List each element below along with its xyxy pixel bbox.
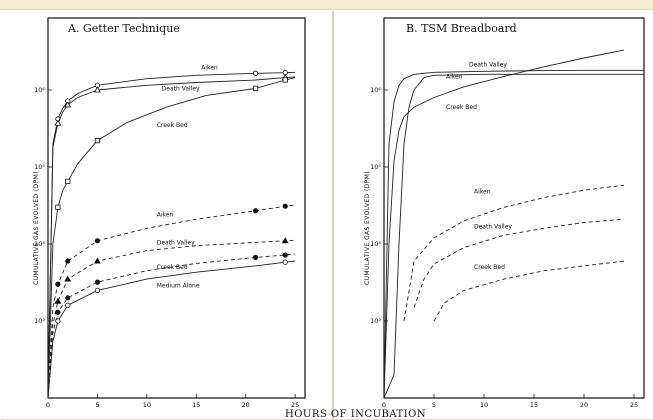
- series-line-3: [403, 184, 625, 322]
- series-label: Death Valley: [157, 239, 195, 246]
- x-tick-label: 10: [480, 401, 488, 409]
- series-label: Creek Bed: [446, 104, 477, 111]
- x-tick-label: 15: [192, 401, 200, 409]
- y-tick-label: 10⁴: [34, 240, 45, 248]
- panel-getter-technique: A. Getter Technique CUMULATIVE GAS EVOLVE…: [0, 10, 332, 419]
- data-point: [55, 309, 61, 315]
- y-tick-label: 10⁵: [370, 163, 381, 171]
- series-label: Aiken: [474, 189, 491, 196]
- data-point: [282, 77, 288, 83]
- data-point: [64, 101, 72, 108]
- data-point: [94, 138, 101, 144]
- series-label: Aiken: [157, 212, 174, 219]
- chart-title: A. Getter Technique: [67, 22, 180, 35]
- x-tick-label: 0: [382, 401, 386, 409]
- y-axis-label: CUMULATIVE GAS EVOLVED (DPM): [33, 171, 40, 285]
- data-point: [94, 279, 101, 285]
- series-label: Creek Bed: [157, 122, 188, 129]
- plot-frame: [383, 17, 645, 399]
- chart-getter-technique: A. Getter Technique CUMULATIVE GAS EVOLVE…: [33, 17, 306, 409]
- x-tick-label: 5: [95, 401, 99, 409]
- series-label: Medium Alone: [157, 282, 200, 289]
- y-tick-label: 10⁶: [370, 86, 381, 94]
- series-line-1: [383, 73, 644, 399]
- data-point: [94, 238, 101, 244]
- series-label: Death Valley: [469, 61, 507, 68]
- x-tick-label: 25: [630, 401, 638, 409]
- x-axis-label: HOURS OF INCUBATION: [285, 409, 427, 420]
- y-axis-label: CUMULATIVE GAS EVOLVED (DPM): [364, 171, 371, 285]
- y-tick-label: 10⁵: [34, 163, 45, 171]
- x-tick-label: 10: [143, 401, 151, 409]
- data-point: [252, 70, 259, 76]
- data-point: [282, 252, 288, 258]
- data-point: [282, 259, 288, 265]
- series-label: Creek Bed: [157, 264, 188, 271]
- series-line-6: [47, 260, 296, 399]
- chart-tsm-breadboard: B. TSM Breadboard CUMULATIVE GAS EVOLVED …: [364, 17, 645, 409]
- y-tick-label: 10³: [34, 317, 45, 325]
- plot-frame: [47, 17, 306, 399]
- data-point: [252, 254, 259, 260]
- data-point: [282, 203, 288, 209]
- series-line-0: [383, 69, 644, 399]
- series-line-1: [47, 76, 296, 399]
- x-tick-label: 25: [291, 401, 299, 409]
- x-tick-label: 20: [242, 401, 250, 409]
- chart-title: B. TSM Breadboard: [406, 22, 517, 35]
- x-tick-label: 20: [580, 401, 588, 409]
- data-point: [65, 178, 71, 185]
- data-point: [55, 281, 61, 287]
- series-label: Aiken: [201, 65, 218, 72]
- series-label: Death Valley: [474, 223, 512, 230]
- data-point: [65, 295, 71, 301]
- y-tick-label: 10⁴: [370, 240, 381, 248]
- data-point: [55, 318, 61, 324]
- data-point: [252, 85, 259, 91]
- series-line-2: [383, 49, 625, 399]
- series-line-3: [47, 204, 296, 399]
- data-point: [252, 208, 259, 214]
- panel-tsm-breadboard: B. TSM Breadboard CUMULATIVE GAS EVOLVED …: [334, 10, 653, 419]
- x-tick-label: 5: [432, 401, 436, 409]
- series-label: Creek Bed: [474, 264, 505, 271]
- data-point: [64, 275, 72, 282]
- series-line-5: [47, 253, 296, 399]
- series-label: Aiken: [446, 73, 463, 80]
- series-line-5: [433, 260, 625, 322]
- data-point: [94, 287, 101, 293]
- x-tick-label: 0: [46, 401, 50, 409]
- data-point: [281, 237, 289, 244]
- data-point: [65, 258, 71, 264]
- y-tick-label: 10⁶: [34, 86, 45, 94]
- y-tick-label: 10³: [370, 317, 381, 325]
- data-point: [93, 86, 101, 93]
- series-line-4: [413, 218, 625, 308]
- x-tick-label: 15: [530, 401, 538, 409]
- data-point: [54, 119, 62, 126]
- data-point: [54, 297, 62, 304]
- data-point: [65, 302, 71, 308]
- data-point: [93, 257, 101, 264]
- data-point: [55, 204, 61, 210]
- series-label: Death Valley: [162, 85, 200, 92]
